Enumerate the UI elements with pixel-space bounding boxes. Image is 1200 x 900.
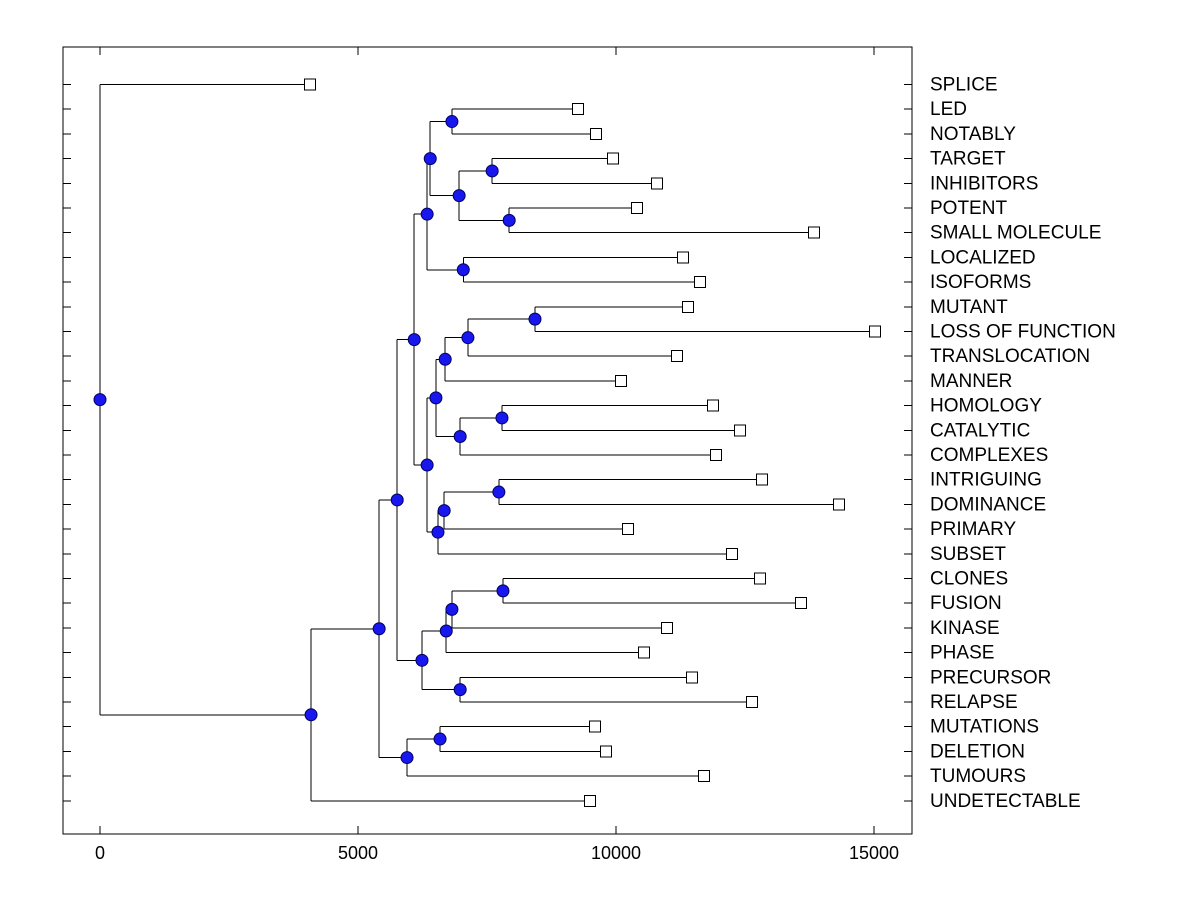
internal-node-marker: [485, 164, 499, 178]
internal-node-marker: [372, 622, 386, 636]
leaf-marker: [726, 547, 739, 560]
leaf-label: TRANSLOCATION: [930, 346, 1090, 367]
leaf-label: TUMOURS: [930, 766, 1026, 787]
internal-node-marker: [461, 331, 475, 345]
leaf-marker: [650, 177, 663, 190]
leaf-label: SMALL MOLECULE: [930, 223, 1101, 244]
leaf-label: LED: [930, 99, 967, 120]
internal-node-marker: [437, 504, 451, 518]
leaf-label: ISOFORMS: [930, 272, 1031, 293]
leaf-label: CLONES: [930, 569, 1008, 590]
internal-node-marker: [420, 207, 434, 221]
leaf-label: UNDETECTABLE: [930, 791, 1081, 812]
internal-node-marker: [495, 411, 509, 425]
leaf-marker: [631, 202, 644, 214]
internal-node-marker: [445, 115, 459, 129]
leaf-marker: [637, 646, 650, 659]
leaf-marker: [304, 78, 317, 91]
leaf-marker: [606, 152, 619, 165]
internal-node-marker: [429, 391, 443, 405]
leaf-label: DELETION: [930, 741, 1025, 762]
internal-node-marker: [415, 653, 429, 667]
internal-node-marker: [433, 732, 447, 746]
leaf-marker: [584, 794, 597, 807]
x-axis-tick-label: 15000: [849, 843, 899, 863]
leaf-marker: [756, 473, 769, 486]
leaf-label: LOSS OF FUNCTION: [930, 322, 1116, 343]
plot-box: [62, 46, 913, 835]
leaf-marker: [808, 226, 821, 239]
x-axis-tick-label: 0: [95, 843, 105, 863]
leaf-label: SUBSET: [930, 544, 1006, 565]
leaf-marker: [753, 572, 766, 585]
leaf-marker: [694, 276, 707, 289]
internal-node-marker: [390, 493, 404, 507]
leaf-label: INTRIGUING: [930, 470, 1042, 491]
leaf-marker: [707, 399, 720, 412]
leaf-label: PHASE: [930, 643, 994, 664]
x-axis-tick-label: 5000: [338, 843, 378, 863]
leaf-marker: [621, 523, 634, 536]
leaf-marker: [571, 103, 584, 116]
leaf-label: MUTANT: [930, 297, 1008, 318]
leaf-label: PRIMARY: [930, 519, 1017, 540]
internal-node-marker: [453, 429, 467, 443]
leaf-marker: [795, 597, 808, 610]
leaf-marker: [615, 374, 628, 387]
leaf-label: NOTABLY: [930, 124, 1016, 145]
leaf-label: FUSION: [930, 593, 1002, 614]
internal-node-marker: [304, 708, 318, 722]
leaf-label: COMPLEXES: [930, 445, 1048, 466]
leaf-label: PRECURSOR: [930, 667, 1051, 688]
leaf-marker: [698, 770, 711, 783]
internal-node-marker: [452, 189, 466, 203]
leaf-marker: [733, 424, 746, 437]
leaf-marker: [600, 745, 613, 758]
internal-node-marker: [438, 352, 452, 366]
x-axis-tick-label: 10000: [591, 843, 641, 863]
internal-node-marker: [407, 333, 421, 347]
leaf-marker: [685, 671, 698, 684]
leaf-marker: [588, 720, 601, 733]
leaf-label: MANNER: [930, 371, 1012, 392]
internal-node-marker: [439, 624, 453, 638]
leaf-label: HOMOLOGY: [930, 396, 1042, 417]
internal-node-marker: [423, 152, 437, 166]
leaf-label: LOCALIZED: [930, 247, 1036, 268]
leaf-label: RELAPSE: [930, 692, 1018, 713]
leaf-label: POTENT: [930, 198, 1007, 219]
internal-node-marker: [496, 584, 510, 598]
internal-node-marker: [93, 393, 107, 407]
internal-node-marker: [400, 751, 414, 765]
leaf-marker: [670, 350, 683, 363]
leaf-marker: [746, 696, 759, 708]
leaf-label: INHIBITORS: [930, 173, 1038, 194]
leaf-marker: [710, 449, 723, 461]
internal-node-marker: [445, 602, 459, 616]
internal-node-marker: [431, 525, 445, 539]
internal-node-marker: [528, 312, 542, 326]
leaf-label: CATALYTIC: [930, 420, 1030, 441]
internal-node-marker: [456, 263, 470, 277]
internal-node-marker: [420, 458, 434, 472]
leaf-marker: [682, 300, 695, 313]
internal-node-marker: [502, 213, 516, 227]
leaf-marker: [677, 251, 690, 264]
internal-node-marker: [453, 683, 467, 697]
leaf-label: TARGET: [930, 149, 1006, 170]
leaf-label: KINASE: [930, 618, 1000, 639]
leaf-label: SPLICE: [930, 75, 998, 96]
leaf-label: DOMINANCE: [930, 494, 1046, 515]
internal-node-marker: [492, 485, 506, 499]
leaf-label: MUTATIONS: [930, 717, 1039, 738]
leaf-marker: [661, 621, 674, 634]
leaf-marker: [869, 325, 882, 338]
leaf-marker: [589, 127, 602, 140]
leaf-marker: [832, 498, 845, 511]
